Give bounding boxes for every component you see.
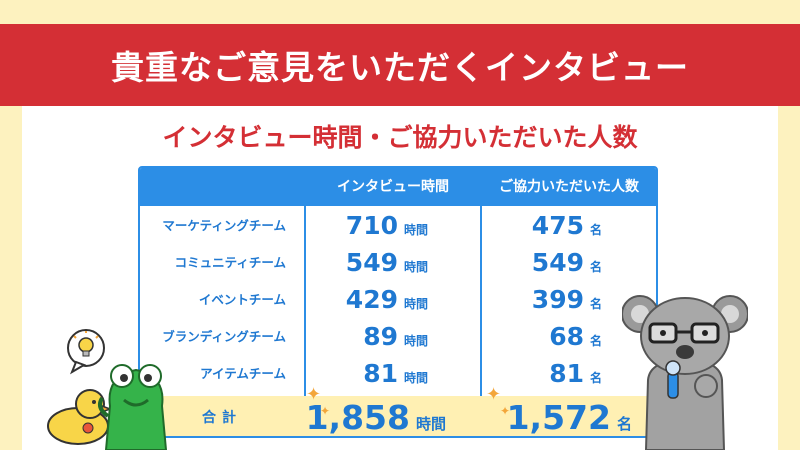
total-people-unit: 名 xyxy=(616,415,632,433)
total-time-cell: 1,858 時間 xyxy=(305,396,446,437)
sparkle-icon: ✦ xyxy=(500,404,511,418)
time-unit: 時間 xyxy=(403,371,428,385)
time-value: 710 xyxy=(345,211,398,240)
table-row: マーケティングチーム 710 時間 475 名 xyxy=(140,208,656,244)
people-value: 475 xyxy=(531,211,584,240)
total-time-value: 1,858 xyxy=(305,398,410,437)
time-unit: 時間 xyxy=(403,297,428,311)
people-value: 549 xyxy=(531,248,584,277)
right-decor-stripe xyxy=(778,0,800,450)
time-cell: 81 時間 xyxy=(306,356,428,392)
people-unit: 名 xyxy=(589,297,602,311)
sparkle-icon: ✦ xyxy=(306,384,322,405)
team-name: ブランディングチーム xyxy=(162,329,286,344)
column-divider xyxy=(480,168,482,436)
total-label: 合計 xyxy=(202,410,242,426)
table-row: ブランディングチーム 89 時間 68 名 xyxy=(140,319,656,355)
time-cell: 89 時間 xyxy=(306,319,428,355)
header-team xyxy=(140,168,304,206)
total-people-cell: 1,572 名 xyxy=(482,396,632,437)
table-header: インタビュー時間 ご協力いただいた人数 xyxy=(140,168,656,206)
time-value: 81 xyxy=(363,359,398,388)
people-value: 399 xyxy=(531,285,584,314)
time-unit: 時間 xyxy=(403,334,428,348)
people-cell: 68 名 xyxy=(482,319,602,355)
header-people: ご協力いただいた人数 xyxy=(499,179,639,195)
people-cell: 549 名 xyxy=(482,245,602,281)
team-name: イベントチーム xyxy=(198,292,286,307)
section-title: インタビュー時間・ご協力いただいた人数 xyxy=(162,123,638,152)
table-row: イベントチーム 429 時間 399 名 xyxy=(140,282,656,318)
time-value: 89 xyxy=(363,322,398,351)
sparkle-icon: ✦ xyxy=(320,404,331,418)
total-time-unit: 時間 xyxy=(415,415,446,433)
green-frog-mascot xyxy=(98,364,168,450)
table-row: コミュニティチーム 549 時間 549 名 xyxy=(140,245,656,281)
people-unit: 名 xyxy=(589,371,602,385)
people-unit: 名 xyxy=(589,334,602,348)
time-value: 429 xyxy=(345,285,398,314)
team-name: マーケティングチーム xyxy=(162,218,286,233)
time-cell: 549 時間 xyxy=(306,245,428,281)
people-cell: 399 名 xyxy=(482,282,602,318)
people-unit: 名 xyxy=(589,223,602,237)
header-time: インタビュー時間 xyxy=(337,179,449,195)
people-cell: 475 名 xyxy=(482,208,602,244)
sparkle-icon: ✦ xyxy=(486,384,502,405)
interview-table: インタビュー時間 ご協力いただいた人数 マーケティングチーム 710 時間 47… xyxy=(138,166,658,438)
top-decor-strip xyxy=(22,0,778,24)
lightbulb-icon xyxy=(67,329,105,375)
people-value: 81 xyxy=(549,359,584,388)
time-value: 549 xyxy=(345,248,398,277)
total-row: 合計 1,858 時間 1,572 名 xyxy=(140,396,656,437)
table-row: アイテムチーム 81 時間 81 名 xyxy=(140,356,656,392)
time-unit: 時間 xyxy=(403,223,428,237)
team-name: コミュニティチーム xyxy=(174,255,286,270)
banner-title: 貴重なご意見をいただくインタビュー xyxy=(111,48,689,87)
column-divider xyxy=(304,168,306,436)
time-unit: 時間 xyxy=(403,260,428,274)
left-decor-stripe xyxy=(0,0,22,450)
time-cell: 710 時間 xyxy=(306,208,428,244)
title-banner: 貴重なご意見をいただくインタビュー xyxy=(0,24,800,106)
team-name: アイテムチーム xyxy=(200,366,286,381)
people-cell: 81 名 xyxy=(482,356,602,392)
total-people-value: 1,572 xyxy=(506,398,611,437)
time-cell: 429 時間 xyxy=(306,282,428,318)
people-unit: 名 xyxy=(589,260,602,274)
yellow-bird-mascot xyxy=(47,389,113,445)
koala-mascot xyxy=(622,295,748,450)
people-value: 68 xyxy=(549,322,584,351)
